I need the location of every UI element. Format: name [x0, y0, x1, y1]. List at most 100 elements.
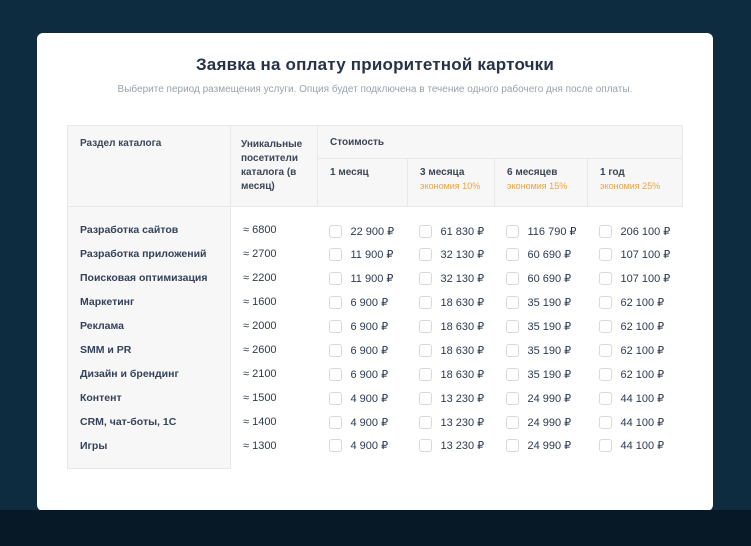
price-checkbox[interactable] — [599, 391, 613, 405]
price-label: 116 790 ₽ — [527, 225, 577, 238]
price-checkbox[interactable] — [506, 295, 520, 309]
price-cell: 35 190 ₽ — [494, 362, 587, 386]
price-label: 62 100 ₽ — [620, 320, 665, 333]
column-header-period-3-months: 3 месяца экономия 10% — [406, 158, 495, 207]
price-label: 18 630 ₽ — [440, 344, 485, 357]
price-label: 11 900 ₽ — [350, 248, 394, 261]
price-cell: 18 630 ₽ — [407, 362, 494, 386]
price-checkbox[interactable] — [599, 271, 613, 285]
price-checkbox[interactable] — [419, 224, 433, 238]
price-checkbox[interactable] — [329, 367, 343, 381]
price-checkbox[interactable] — [419, 438, 433, 452]
price-checkbox[interactable] — [506, 247, 520, 261]
price-label: 62 100 ₽ — [620, 296, 665, 309]
column-header-period-6-months: 6 месяцев экономия 15% — [493, 158, 588, 207]
price-checkbox[interactable] — [329, 247, 343, 261]
column-header-visitors: Уникальные посетители каталога (в месяц) — [229, 125, 318, 207]
price-cell: 24 990 ₽ — [494, 410, 587, 434]
price-checkbox[interactable] — [329, 295, 343, 309]
price-checkbox[interactable] — [506, 415, 520, 429]
price-checkbox[interactable] — [599, 319, 613, 333]
price-cell: 13 230 ₽ — [407, 386, 494, 410]
price-cell: 4 900 ₽ — [317, 410, 407, 434]
price-cell: 60 690 ₽ — [494, 242, 587, 266]
price-label: 32 130 ₽ — [440, 272, 485, 285]
price-checkbox[interactable] — [599, 224, 613, 238]
price-cell: 18 630 ₽ — [407, 290, 494, 314]
category-label: Контент — [66, 386, 231, 410]
price-cell: 60 690 ₽ — [494, 266, 587, 290]
price-label: 35 190 ₽ — [527, 296, 572, 309]
price-checkbox[interactable] — [506, 391, 520, 405]
period-discount: экономия 15% — [506, 181, 568, 192]
price-checkbox[interactable] — [599, 343, 613, 357]
price-checkbox[interactable] — [419, 271, 433, 285]
page-subtitle: Выберите период размещения услуги. Опция… — [117, 84, 633, 95]
payment-request-card: Заявка на оплату приоритетной карточки В… — [37, 33, 713, 511]
category-label: SMM и PR — [66, 338, 231, 362]
category-label: CRM, чат-боты, 1С — [66, 410, 231, 434]
price-label: 107 100 ₽ — [620, 248, 671, 261]
table-row: Реклама ≈ 2000 6 900 ₽ 18 630 ₽ 35 190 ₽ 62 1… — [66, 314, 682, 338]
visitors-value: ≈ 1500 — [242, 392, 277, 404]
price-label: 35 190 ₽ — [527, 368, 572, 381]
period-label: 1 год — [599, 167, 625, 179]
visitors-value: ≈ 2200 — [242, 272, 277, 284]
price-checkbox[interactable] — [329, 224, 343, 238]
price-checkbox[interactable] — [419, 391, 433, 405]
price-cell: 18 630 ₽ — [407, 338, 494, 362]
table-header: Раздел каталога Уникальные посетители ка… — [66, 124, 684, 207]
price-cell: 18 630 ₽ — [407, 314, 494, 338]
price-cell: 6 900 ₽ — [317, 314, 407, 338]
price-checkbox[interactable] — [599, 247, 613, 261]
price-checkbox[interactable] — [599, 295, 613, 309]
price-checkbox[interactable] — [419, 295, 433, 309]
price-checkbox[interactable] — [419, 343, 433, 357]
price-cell: 62 100 ₽ — [587, 290, 682, 314]
price-label: 6 900 ₽ — [350, 344, 389, 357]
price-checkbox[interactable] — [599, 438, 613, 452]
price-cell: 61 830 ₽ — [407, 207, 494, 243]
category-label: Дизайн и брендинг — [66, 362, 231, 386]
price-checkbox[interactable] — [329, 438, 343, 452]
price-label: 44 100 ₽ — [620, 416, 665, 429]
price-checkbox[interactable] — [506, 271, 520, 285]
price-checkbox[interactable] — [329, 415, 343, 429]
price-label: 11 900 ₽ — [350, 272, 394, 285]
price-cell: 35 190 ₽ — [494, 290, 587, 314]
period-label: 3 месяца — [419, 167, 465, 179]
price-checkbox[interactable] — [419, 415, 433, 429]
price-checkbox[interactable] — [329, 271, 343, 285]
price-cell: 13 230 ₽ — [407, 434, 494, 469]
price-label: 206 100 ₽ — [620, 225, 671, 238]
price-checkbox[interactable] — [506, 224, 520, 238]
table-row: Разработка сайтов ≈ 6800 22 900 ₽ 61 830 ₽ 1… — [66, 206, 682, 243]
price-checkbox[interactable] — [419, 367, 433, 381]
price-cell: 6 900 ₽ — [317, 338, 407, 362]
price-checkbox[interactable] — [419, 247, 433, 261]
column-header-category: Раздел каталога — [66, 125, 231, 207]
price-checkbox[interactable] — [506, 367, 520, 381]
price-cell: 44 100 ₽ — [587, 386, 682, 410]
price-checkbox[interactable] — [599, 415, 613, 429]
price-checkbox[interactable] — [506, 319, 520, 333]
price-checkbox[interactable] — [329, 391, 343, 405]
price-cell: 35 190 ₽ — [494, 338, 587, 362]
visitors-value: ≈ 1300 — [242, 440, 277, 453]
table-row: Поисковая оптимизация ≈ 2200 11 900 ₽ 32 13… — [66, 266, 682, 290]
price-checkbox[interactable] — [419, 319, 433, 333]
column-header-cost: Стоимость — [316, 124, 684, 160]
price-checkbox[interactable] — [599, 367, 613, 381]
price-cell: 6 900 ₽ — [317, 290, 407, 314]
price-cell: 35 190 ₽ — [494, 314, 587, 338]
price-label: 18 630 ₽ — [440, 296, 485, 309]
price-checkbox[interactable] — [506, 343, 520, 357]
price-checkbox[interactable] — [506, 438, 520, 452]
price-cell: 13 230 ₽ — [407, 410, 494, 434]
price-label: 32 130 ₽ — [440, 248, 485, 261]
price-label: 44 100 ₽ — [620, 439, 665, 452]
table-row: Игры ≈ 1300 4 900 ₽ 13 230 ₽ 24 990 ₽ 44 100 … — [66, 434, 682, 469]
price-checkbox[interactable] — [329, 319, 343, 333]
price-checkbox[interactable] — [329, 343, 343, 357]
price-label: 107 100 ₽ — [620, 272, 671, 285]
